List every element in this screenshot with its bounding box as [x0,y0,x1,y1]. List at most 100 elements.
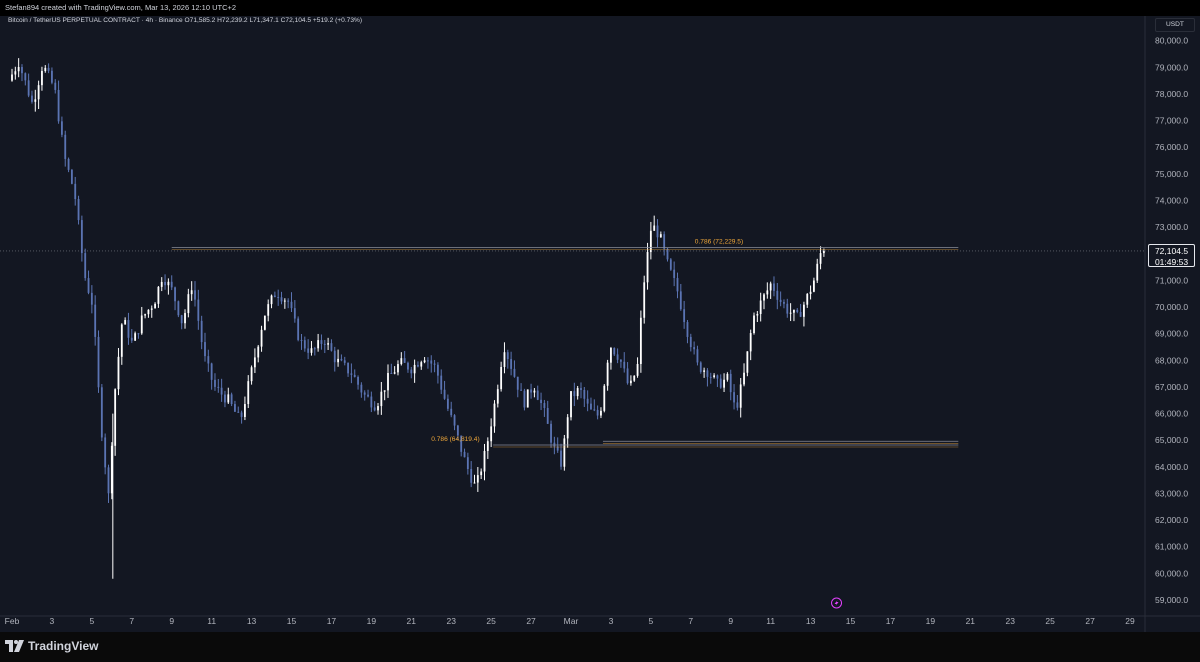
candle-body [446,398,449,409]
candle-body [653,225,656,231]
candle-body [746,351,749,373]
candle-body [337,358,340,363]
candle-body [766,290,769,295]
candle-body [709,376,712,378]
candle-body [463,451,466,458]
candle-body [550,423,552,443]
candle-body [533,390,536,393]
candle-body [822,250,825,254]
x-tick-label: 25 [1045,616,1055,626]
candle-body [666,248,669,260]
candle-body [423,360,426,363]
lightning-icon [834,600,839,606]
candle-body [87,278,90,293]
candle-body [796,309,799,312]
candle-body [676,278,679,292]
symbol-name: Bitcoin / TetherUS PERPETUAL CONTRACT · … [8,17,183,24]
candle-body [273,295,276,298]
credit-text: Stefan894 created with TradingView.com, … [5,3,237,12]
candle-body [120,324,123,357]
candle-body [789,312,792,314]
candle-body [616,354,619,360]
x-tick-label: 25 [486,616,496,626]
candle-body [590,403,592,410]
candle-body [57,89,60,122]
candle-body [363,392,366,395]
candle-body [250,367,253,382]
candle-body [500,366,503,390]
candle-body [214,379,216,387]
candle-body [107,467,110,494]
candle-body [703,370,706,372]
fib-level-label: 0.786 (72,229.5) [695,239,743,246]
candle-body [70,169,73,184]
candle-body [779,299,782,302]
candle-body [387,373,389,391]
candle-body [636,363,639,376]
candlestick-chart[interactable]: 80,000.0 79,000.0 78,000.0 77,000.0 76,000.0… [0,16,1200,632]
candle-body [27,80,30,96]
candle-body [812,280,815,292]
y-tick-label: 66,000.0 [1155,409,1188,419]
candle-body [150,308,153,310]
candle-body [643,282,646,318]
candle-body [277,297,280,299]
candle-body [330,343,333,351]
candle-body [526,389,529,408]
candle-body [600,410,602,416]
candle-body [227,394,230,403]
candle-body [377,406,379,411]
candle-body [84,253,87,279]
tradingview-logo-icon[interactable] [5,638,25,654]
candle-body [190,290,193,295]
candle-body [546,408,549,424]
candle-body [307,348,310,353]
x-tick-label: 27 [1085,616,1095,626]
candle-body [663,234,666,249]
y-tick-label: 68,000.0 [1155,355,1188,365]
x-tick-label: Feb [5,616,20,626]
candle-body [583,389,586,399]
y-tick-label: 61,000.0 [1155,542,1188,552]
candle-body [626,368,629,384]
lightning-icon [831,597,843,609]
candle-body [556,446,559,451]
candle-body [623,361,626,369]
candle-body [576,388,579,397]
candle-body [47,67,50,71]
candle-body [470,469,473,483]
x-tick-label: 3 [609,616,614,626]
y-tick-label: 76,000.0 [1155,142,1188,152]
credit-bar: Stefan894 created with TradingView.com, … [0,0,1200,16]
candle-body [783,301,785,304]
candle-body [686,322,689,337]
candle-body [496,389,499,404]
candle-body [696,349,699,363]
candle-body [333,350,336,363]
candle-body [683,309,686,323]
candle-body [300,339,303,341]
candle-body [483,450,486,472]
candle-body [743,372,745,385]
currency-button[interactable]: USDT [1155,18,1195,32]
candle-body [260,329,263,347]
x-tick-label: 23 [446,616,456,626]
candle-body [204,342,206,357]
candle-body [769,283,772,291]
x-tick-label: 29 [1125,616,1135,626]
candle-body [413,364,416,374]
candle-body [280,297,283,302]
x-tick-label: 27 [526,616,536,626]
chart-area[interactable]: 80,000.0 79,000.0 78,000.0 77,000.0 76,000.0… [0,16,1200,632]
x-tick-label: 15 [287,616,297,626]
bar-countdown: 01:49:53 [1154,256,1189,267]
candle-body [570,391,572,418]
candle-body [420,362,423,367]
candle-body [77,199,80,221]
y-tick-label: 60,000.0 [1155,568,1188,578]
candle-body [51,70,53,83]
candle-body [60,121,63,135]
candle-body [633,375,636,381]
candle-body [440,375,443,390]
candle-body [267,304,270,316]
